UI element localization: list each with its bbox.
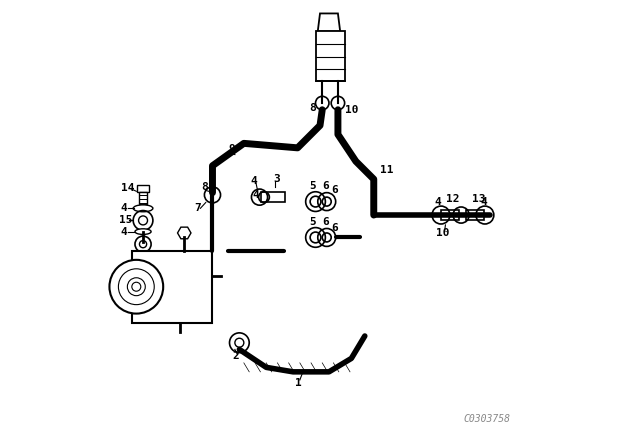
Text: 4: 4 — [435, 197, 441, 207]
Text: 1: 1 — [296, 378, 302, 388]
Text: 4: 4 — [121, 227, 127, 237]
Text: 10: 10 — [436, 228, 450, 238]
Text: C0303758: C0303758 — [463, 414, 510, 424]
Text: 6: 6 — [323, 181, 329, 191]
Text: 4: 4 — [253, 190, 260, 200]
Text: 4: 4 — [251, 177, 257, 186]
Bar — [140, 192, 147, 204]
Text: 6: 6 — [332, 224, 338, 233]
Ellipse shape — [133, 205, 153, 212]
Text: 8: 8 — [202, 182, 208, 192]
Bar — [316, 31, 344, 81]
Text: 10: 10 — [345, 105, 358, 115]
Text: 6: 6 — [332, 185, 338, 195]
Bar — [137, 185, 149, 192]
Text: 5: 5 — [309, 181, 316, 191]
Text: 6: 6 — [323, 217, 329, 227]
Text: 12: 12 — [446, 194, 460, 204]
Text: 5: 5 — [309, 217, 316, 227]
Ellipse shape — [135, 229, 151, 234]
Text: 9: 9 — [228, 144, 235, 154]
Polygon shape — [177, 227, 191, 239]
Circle shape — [109, 260, 163, 314]
Bar — [260, 192, 285, 202]
Text: 13: 13 — [472, 194, 486, 204]
Polygon shape — [317, 13, 340, 31]
Bar — [441, 210, 459, 220]
Text: 4: 4 — [481, 197, 487, 207]
Text: 15: 15 — [119, 215, 132, 225]
Text: 2: 2 — [233, 351, 239, 361]
Text: 11: 11 — [380, 165, 394, 175]
Bar — [466, 210, 484, 220]
Bar — [132, 251, 212, 323]
Text: 4: 4 — [121, 203, 127, 213]
Text: 14: 14 — [121, 183, 134, 193]
Text: 8: 8 — [309, 103, 316, 112]
Text: 7: 7 — [195, 203, 202, 213]
Text: 3: 3 — [273, 174, 280, 184]
